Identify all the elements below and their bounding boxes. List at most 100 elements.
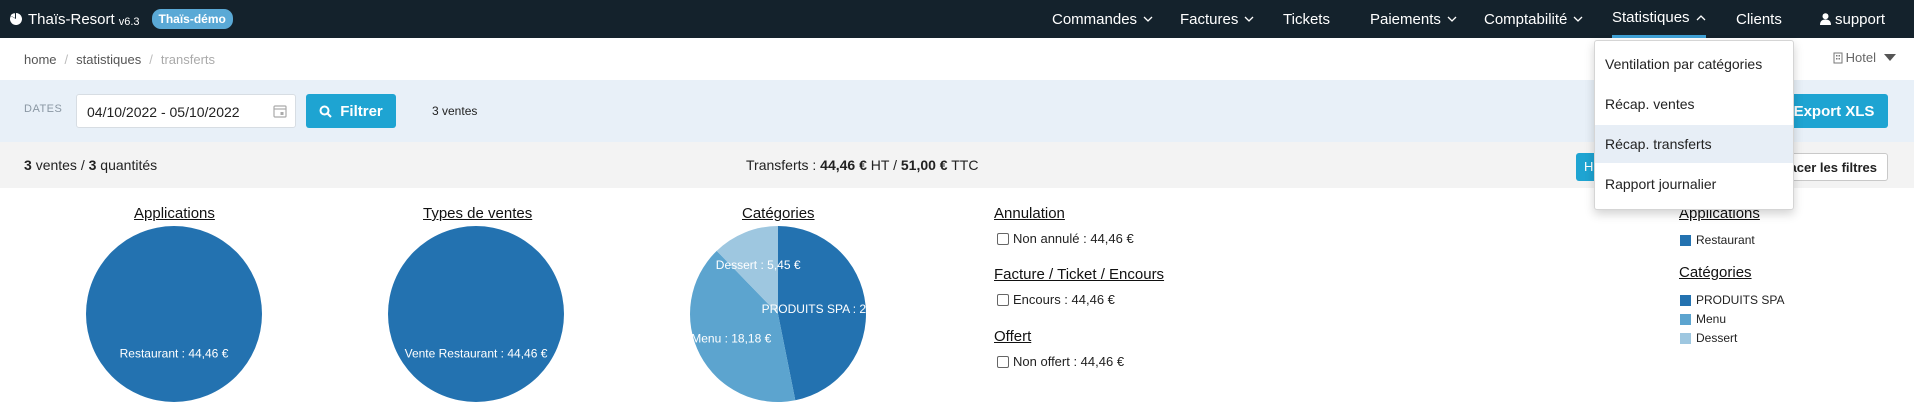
breadcrumb-separator: / (64, 51, 69, 67)
dates-label: DATES (24, 103, 63, 115)
chart-title-types-de-ventes: Types de ventes (423, 205, 533, 222)
pie-chart-categories: PRODUITS SPA : 20,83 € Menu : 18,18 € Dess… (690, 226, 900, 402)
checkbox[interactable] (997, 355, 1009, 368)
legend-item-dessert: Dessert (1680, 331, 1737, 345)
nav-label: Factures (1180, 10, 1239, 28)
hotel-select[interactable]: Hotel (1833, 50, 1896, 65)
date-range-value: 04/10/2022 - 05/10/2022 (87, 104, 240, 120)
legend-swatch (1680, 313, 1691, 325)
group-title-offert: Offert (994, 328, 1032, 345)
checkbox[interactable] (997, 293, 1009, 306)
nav-paiements[interactable]: Paiements (1370, 0, 1457, 38)
checkbox-label: Encours : 44,46 € (1013, 292, 1115, 307)
checkbox-encours[interactable]: Encours : 44,46 € (997, 292, 1115, 307)
pie-slice-vente-restaurant[interactable] (388, 226, 564, 402)
filter-button-label: Filtrer (340, 102, 383, 120)
date-range-input[interactable]: 04/10/2022 - 05/10/2022 (76, 94, 296, 128)
legend-item-produits-spa: PRODUITS SPA (1680, 293, 1784, 307)
checkbox-non-annule[interactable]: Non annulé : 44,46 € (997, 231, 1134, 246)
chevron-down-icon (1244, 16, 1254, 22)
clear-filters-label: facer les filtres (1785, 159, 1877, 175)
chevron-up-icon (1696, 14, 1706, 20)
export-button-label: Export XLS (1793, 102, 1875, 120)
ttc-label: TTC (951, 157, 979, 173)
ht-amount: 44,46 € (820, 157, 867, 173)
ttc-amount: 51,00 € (900, 157, 948, 173)
pie-chart-icon (10, 13, 22, 25)
pie-label-produits-spa: PRODUITS SPA : 20,83 € (762, 302, 900, 316)
breadcrumb-home[interactable]: home (24, 51, 57, 67)
breadcrumb-separator: / (149, 51, 153, 67)
menu-item-recap-ventes[interactable]: Récap. ventes (1605, 96, 1695, 112)
breadcrumb: home / statistiques / transferts Hotel (0, 38, 1914, 80)
transfers-summary: Transferts : 44,46 € HT / 51,00 € TTC (746, 157, 979, 173)
legend-swatch (1680, 294, 1691, 306)
sales-total: 3 (24, 157, 32, 173)
transfers-label: Transferts : (746, 157, 817, 173)
chevron-down-icon (1143, 16, 1153, 22)
filter-button[interactable]: Filtrer (306, 94, 396, 128)
pie-label-menu: Menu : 18,18 € (691, 332, 771, 346)
legend-label: Menu (1696, 312, 1727, 326)
building-icon (1833, 52, 1843, 63)
sales-text: ventes (35, 157, 77, 173)
nav-label: Commandes (1052, 10, 1138, 28)
pie-slice-produits-spa[interactable] (778, 226, 867, 401)
export-xls-button[interactable]: Export XLS (1780, 94, 1888, 128)
app-name: Thaïs-Resort (28, 10, 115, 28)
brand[interactable]: Thaïs-Resort v6.3 Thaïs-démo (10, 0, 233, 38)
pie-slice-dessert[interactable] (716, 226, 778, 314)
breadcrumb-current: transferts (160, 51, 216, 67)
menu-item-recap-transferts[interactable]: Récap. transferts (1595, 125, 1793, 163)
sales-quantity-summary: 3 ventes / 3 quantités (24, 157, 157, 173)
nav-statistiques[interactable]: Statistiques (1612, 0, 1706, 38)
checkbox-label: Non offert : 44,46 € (1013, 354, 1125, 369)
quantity-text: quantités (100, 157, 158, 173)
legend-label: Dessert (1696, 331, 1738, 345)
chart-title-applications: Applications (134, 205, 215, 222)
menu-item-ventilation-par-categories[interactable]: Ventilation par catégories (1605, 56, 1763, 72)
legend-item-menu: Menu (1680, 312, 1726, 326)
top-navbar: Thaïs-Resort v6.3 Thaïs-démo Commandes F… (0, 0, 1914, 38)
pie-slice-menu[interactable] (690, 250, 796, 402)
checkbox[interactable] (997, 232, 1009, 245)
nav-label: Paiements (1370, 10, 1441, 28)
legend-swatch (1680, 234, 1691, 246)
user-name: support (1835, 10, 1886, 28)
checkbox-label: Non annulé : 44,46 € (1013, 231, 1134, 246)
ht-label: HT (870, 157, 890, 173)
nav-label: Clients (1736, 10, 1782, 28)
nav-commandes[interactable]: Commandes (1052, 0, 1153, 38)
chevron-down-icon (1573, 16, 1583, 22)
legend-label: PRODUITS SPA (1696, 293, 1785, 307)
nav-factures[interactable]: Factures (1180, 0, 1254, 38)
pie-chart-types-de-ventes: Vente Restaurant : 44,46 € (388, 226, 564, 402)
pie-label-vente-restaurant: Vente Restaurant : 44,46 € (405, 347, 548, 361)
app-version: v6.3 (118, 16, 140, 28)
pie-slice-restaurant[interactable] (86, 226, 262, 402)
nav-comptabilite[interactable]: Comptabilité (1484, 0, 1583, 38)
nav-tickets[interactable]: Tickets (1283, 0, 1330, 38)
chart-title-categories: Catégories (742, 205, 815, 222)
nav-label: Tickets (1283, 10, 1330, 28)
checkbox-non-offert[interactable]: Non offert : 44,46 € (997, 354, 1124, 369)
pie-chart-applications: Restaurant : 44,46 € (86, 226, 262, 402)
group-title-annulation: Annulation (994, 205, 1065, 222)
menu-item-rapport-journalier[interactable]: Rapport journalier (1605, 176, 1717, 192)
nav-user-menu[interactable]: support (1820, 0, 1885, 38)
hotel-select-label: Hotel (1845, 50, 1876, 65)
demo-badge: Thaïs-démo (151, 9, 233, 29)
user-icon (1820, 13, 1831, 25)
legend-swatch (1680, 332, 1691, 344)
calendar-icon (273, 105, 287, 118)
nav-clients[interactable]: Clients (1736, 0, 1782, 38)
legend-item-restaurant: Restaurant (1680, 233, 1755, 247)
breadcrumb-statistiques[interactable]: statistiques (76, 51, 142, 67)
search-icon (319, 105, 332, 118)
nav-label: Statistiques (1612, 9, 1690, 26)
caret-down-icon (1884, 54, 1896, 61)
chevron-down-icon (1447, 16, 1457, 22)
sales-count: 3 ventes (432, 104, 478, 118)
nav-label: Comptabilité (1484, 10, 1568, 28)
legend-label: Restaurant (1696, 233, 1755, 247)
